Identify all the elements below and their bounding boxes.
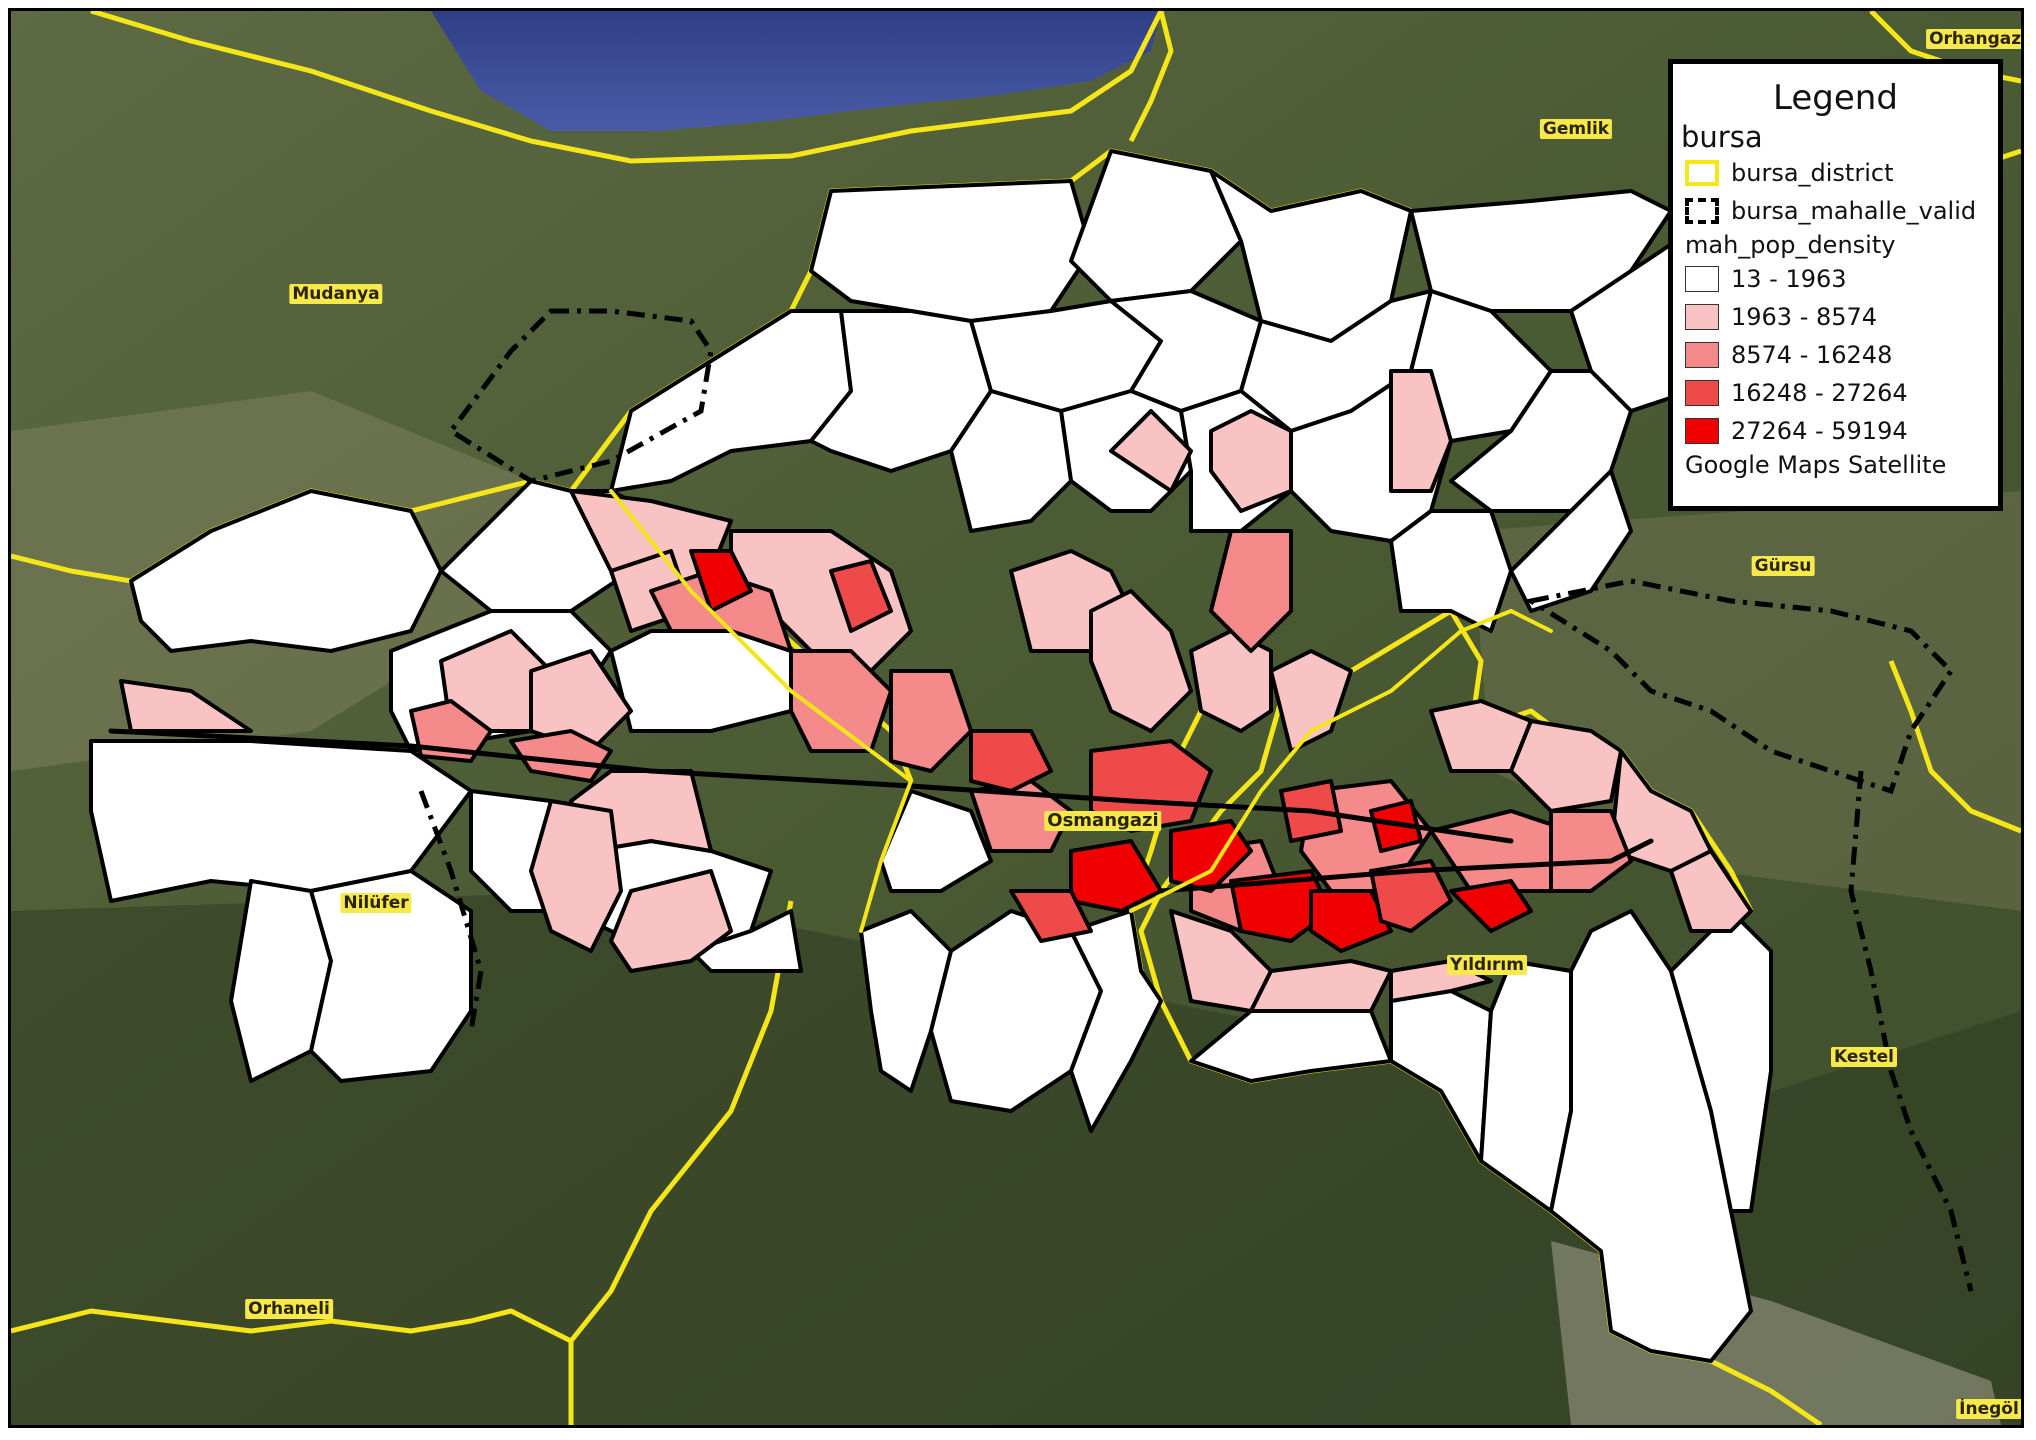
mahalle-polygon[interactable] [1549, 809, 1633, 893]
legend-district-label: bursa_district [1731, 159, 1894, 187]
mahalle-polygon[interactable] [609, 869, 733, 973]
legend-class-row: 8574 - 16248 [1685, 336, 1998, 374]
place-label-orhaneli: Orhaneli [245, 1299, 333, 1319]
mahalle-polygon[interactable] [889, 669, 973, 773]
mahalle-polygon[interactable] [1309, 889, 1393, 953]
mahalle-polygon[interactable] [689, 549, 753, 613]
class-swatch-icon [1685, 266, 1719, 292]
mahalle-polygon[interactable] [609, 629, 793, 733]
legend-class-label: 13 - 1963 [1731, 265, 1847, 293]
legend-density-field: mah_pop_density [1685, 231, 1896, 259]
mahalle-polygon[interactable] [119, 679, 253, 733]
legend-classes: 13 - 1963 1963 - 8574 8574 - 16248 16248 - … [1673, 260, 1998, 450]
mahalle-polygon[interactable] [949, 389, 1073, 533]
place-label-orhangazi: Orhangazi [1926, 29, 2021, 49]
mahalle-swatch-icon [1685, 198, 1719, 224]
terrain-light-east [1471, 491, 2021, 911]
mahalle-polygon[interactable] [1369, 859, 1453, 933]
place-label-mudanya: Mudanya [289, 284, 383, 304]
mahalle-polygon[interactable] [1249, 959, 1393, 1013]
mahalle-polygon[interactable] [969, 729, 1053, 793]
place-label-gursu: Gürsu [1751, 556, 1815, 576]
legend-class-row: 13 - 1963 [1685, 260, 1998, 298]
mahalle-polygon[interactable] [809, 179, 1093, 323]
mahalle-polygon[interactable] [309, 869, 473, 1083]
terrain-dark-south [11, 891, 2021, 1425]
legend-title: Legend [1773, 78, 1898, 118]
mahalle-polygon[interactable] [1209, 409, 1293, 513]
map-frame: Orhangazi Gemlik Mudanya Gürsu Osmangazi… [8, 8, 2024, 1428]
legend-mahalle-label: bursa_mahalle_valid [1731, 197, 1977, 225]
mahalle-polygon[interactable] [1389, 369, 1453, 493]
mahalle-polygon[interactable] [529, 649, 633, 753]
legend-class-row: 16248 - 27264 [1685, 374, 1998, 412]
legend-class-row: 27264 - 59194 [1685, 412, 1998, 450]
mahalle-polygon[interactable] [1509, 469, 1633, 613]
legend-class-row: 1963 - 8574 [1685, 298, 1998, 336]
mahalle-polygon[interactable] [1009, 889, 1093, 943]
class-swatch-icon [1685, 342, 1719, 368]
mahalle-polygon[interactable] [529, 799, 623, 953]
legend-group-name: bursa [1681, 120, 1763, 154]
mahalle-polygon[interactable] [1509, 719, 1623, 813]
class-swatch-icon [1685, 304, 1719, 330]
legend-row-mahalle: bursa_mahalle_valid [1685, 192, 1998, 230]
district-swatch-icon [1685, 160, 1719, 186]
legend-basemap-label: Google Maps Satellite [1685, 451, 1947, 479]
mahalle-polygon[interactable] [1389, 509, 1513, 633]
legend-class-label: 8574 - 16248 [1731, 341, 1893, 369]
mahalle-polygon[interactable] [859, 909, 953, 1093]
place-label-gemlik: Gemlik [1539, 119, 1613, 139]
place-label-yildirim: Yıldırım [1447, 955, 1527, 975]
mahalle-polygon[interactable] [1669, 849, 1753, 933]
place-label-nilufer: Nilüfer [340, 893, 412, 913]
mahalle-polygon[interactable] [689, 909, 803, 973]
mahalle-polygon[interactable] [1209, 529, 1293, 653]
mahalle-polygon[interactable] [1449, 879, 1533, 933]
yellow-roads [609, 489, 1553, 933]
class-swatch-icon [1685, 418, 1719, 444]
mahalle-polygons[interactable] [89, 149, 1773, 1363]
mahalle-polygon[interactable] [829, 559, 893, 633]
mahalle-polygon[interactable] [1269, 649, 1353, 753]
legend-row-district: bursa_district [1685, 154, 1998, 192]
mahalle-polygon[interactable] [1109, 409, 1193, 493]
map-legend: Legend bursa bursa_district bursa_mahall… [1668, 59, 2003, 511]
legend-class-label: 27264 - 59194 [1731, 417, 1908, 445]
mahalle-polygon[interactable] [129, 489, 443, 653]
class-swatch-icon [1685, 380, 1719, 406]
legend-class-label: 1963 - 8574 [1731, 303, 1878, 331]
mahalle-polygon[interactable] [809, 309, 993, 473]
place-label-kestel: Kestel [1830, 1047, 1898, 1067]
sea-gemlik-bay [431, 11, 1161, 131]
place-label-osmangazi: Osmangazi [1044, 811, 1162, 831]
mahalle-polygon[interactable] [1069, 909, 1163, 1133]
mahalle-polygon[interactable] [1089, 589, 1193, 733]
legend-class-label: 16248 - 27264 [1731, 379, 1908, 407]
mahalle-dashed-outlines [418, 308, 1974, 1292]
place-label-inegol: İnegöl [1956, 1399, 2021, 1419]
